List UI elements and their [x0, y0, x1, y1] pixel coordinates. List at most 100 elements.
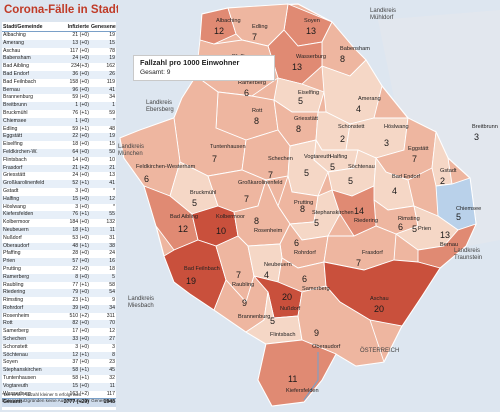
cell-recovered: 15	[90, 39, 116, 48]
cell-recovered: 311	[106, 312, 115, 319]
cell-municipality: Stephanskirchen	[2, 367, 54, 376]
cell-municipality: Griesstätt	[3, 172, 26, 179]
cell-infected: 117 (+0)	[69, 47, 89, 54]
cell-municipality: Samerberg	[3, 328, 29, 335]
region-gstadt[interactable]	[431, 130, 453, 187]
cell-municipality: Bad Feilnbach	[3, 78, 37, 85]
region-label-eiselfing: Eiselfing	[298, 90, 319, 96]
region-label-vogtareuth: Vogtareuth	[304, 154, 331, 160]
cell-municipality: Nußdorf	[3, 234, 22, 241]
region-label-breitbrunn: Breitbrunn	[472, 124, 498, 130]
cell-recovered: 78	[109, 47, 115, 54]
cell-recovered: 34	[90, 304, 116, 313]
table-row: Samerberg 17 (+0) 12	[2, 328, 116, 336]
region-value-raubling: 7	[236, 270, 241, 280]
region-riedering[interactable]	[331, 185, 377, 237]
table-row: Ramerberg 8 (+0) 5	[2, 273, 116, 282]
region-value-schechen: 7	[268, 170, 273, 180]
region-label-griesst-tt: Griesstätt	[294, 116, 318, 122]
cell-municipality: Schechen	[2, 336, 54, 344]
region-label-schonstett: Schonstett	[338, 124, 365, 130]
cell-municipality: Ramerberg	[2, 273, 54, 282]
cell-recovered: 5	[90, 273, 116, 282]
region-value-albaching: 12	[214, 26, 224, 36]
cell-infected: 53 (+0)	[72, 234, 89, 241]
region-label-chiemsee: Chiemsee	[456, 206, 481, 212]
cell-recovered: 119	[106, 78, 115, 85]
table-row: Bad Feilnbach 158 (+0) 119	[2, 79, 116, 87]
label-lk-muehldorf-1: Landkreis	[370, 8, 396, 14]
table-row: Kolbermoor 184 (+0) 132	[2, 219, 116, 227]
cell-infected: 37 (+0)	[72, 359, 89, 366]
region-label-s-chtenau: Söchtenau	[348, 164, 375, 170]
table-header: Stadt/Gemeinde Infizierte Genesene	[2, 22, 116, 32]
table-row: Flintsbach 14 (+0) 10	[2, 157, 116, 165]
region-oberaudorf[interactable]	[297, 285, 385, 367]
region-label-kiefersfelden: Kiefersfelden	[286, 388, 319, 394]
cell-recovered: 58	[109, 281, 115, 288]
cell-infected: 96 (+0)	[54, 86, 90, 95]
cell-recovered: 38	[90, 242, 116, 251]
region-label-bruckm-hl: Bruckmühl	[190, 190, 216, 196]
total-label: Gesamt	[2, 398, 54, 408]
region-value-gstadt: 2	[440, 176, 445, 186]
cell-infected: 28 (+0)	[72, 250, 89, 257]
region-label-brannenburg: Brannenburg	[238, 314, 270, 320]
table-row: Schechen 33 (+0) 27	[2, 336, 116, 344]
region-label-halfing: Halfing	[330, 154, 347, 160]
region-value-vogtareuth: 5	[304, 168, 309, 178]
cell-infected: 36 (+0)	[54, 70, 90, 79]
region-label-albaching: Albaching	[216, 18, 241, 24]
cell-municipality: Rott	[2, 320, 54, 329]
region-kiefersfelden[interactable]	[257, 339, 337, 407]
cell-recovered: 19	[90, 55, 116, 64]
col-header-infected: Infizierte	[54, 22, 90, 32]
label-lk-miesbach-1: Landkreis	[128, 296, 154, 302]
legend-total: Gesamt: 9	[140, 69, 171, 76]
cell-recovered: 54	[90, 289, 116, 298]
cell-municipality: Breitbrunn	[2, 102, 54, 110]
region-label-raubling: Raubling	[232, 282, 254, 288]
table-row: Chiemsee 1 (+0) *	[2, 117, 116, 126]
cell-municipality: Frasdorf	[2, 164, 54, 173]
table-row: Eiselfing 18 (+0) 15	[2, 141, 116, 149]
cell-recovered: 27	[90, 336, 116, 344]
region-value-babensham: 8	[340, 54, 345, 64]
cell-municipality: Soyen	[3, 359, 18, 366]
label-lk-muenchen-1: Landkreis	[118, 144, 144, 150]
table-row: Breitbrunn 1 (+0) 1	[2, 102, 116, 110]
table-row: Eggstätt 22 (+0) 19	[2, 133, 116, 142]
cell-infected: 21 (+0)	[72, 32, 89, 38]
region-value-frasdorf: 7	[356, 258, 361, 268]
region-label-amerang: Amerang	[358, 96, 381, 102]
region-value-chiemsee: 5	[456, 212, 461, 222]
table-row: Kiefersfelden 76 (+1) 55	[2, 211, 116, 220]
table-row: Tuntenhausen 58 (+1) 32	[2, 375, 116, 383]
region-value-bad-endorf: 4	[392, 186, 397, 196]
cell-municipality: Wasserburg	[3, 390, 31, 397]
cell-recovered: 21	[90, 164, 116, 173]
region-value-tuntenhausen: 7	[212, 154, 217, 164]
region-value-nu-dorf: 20	[282, 292, 292, 302]
region-label-prien: Prien	[418, 226, 431, 232]
region-value-rosenheim: 8	[254, 216, 259, 226]
region-label-flintsbach: Flintsbach	[270, 332, 296, 338]
cell-municipality: Prien	[2, 258, 54, 266]
region-label-ramerberg: Ramerberg	[238, 80, 266, 86]
region-value-eggst-tt: 7	[412, 154, 417, 164]
cell-recovered: 13	[109, 172, 115, 179]
table-row: Bruckmühl 76 (+1) 59	[2, 110, 116, 118]
cell-recovered: 132	[106, 219, 115, 226]
region-label-nu-dorf: Nußdorf	[280, 306, 301, 312]
cell-municipality: Bernau	[2, 86, 54, 95]
label-lk-muehldorf: Landkreis Mühldorf	[370, 8, 396, 21]
cell-municipality: Neubeuern	[2, 226, 54, 235]
region-value-edling: 7	[252, 32, 257, 42]
region-label-tuntenhausen: Tuntenhausen	[210, 144, 246, 150]
label-lk-traunstein-1: Landkreis	[454, 248, 480, 254]
cell-recovered: 70	[90, 320, 116, 329]
cell-municipality: Halfing	[2, 195, 54, 204]
region-albaching[interactable]	[199, 7, 237, 45]
region-value-bernau: 13	[440, 230, 450, 240]
cell-recovered: *	[90, 117, 116, 126]
